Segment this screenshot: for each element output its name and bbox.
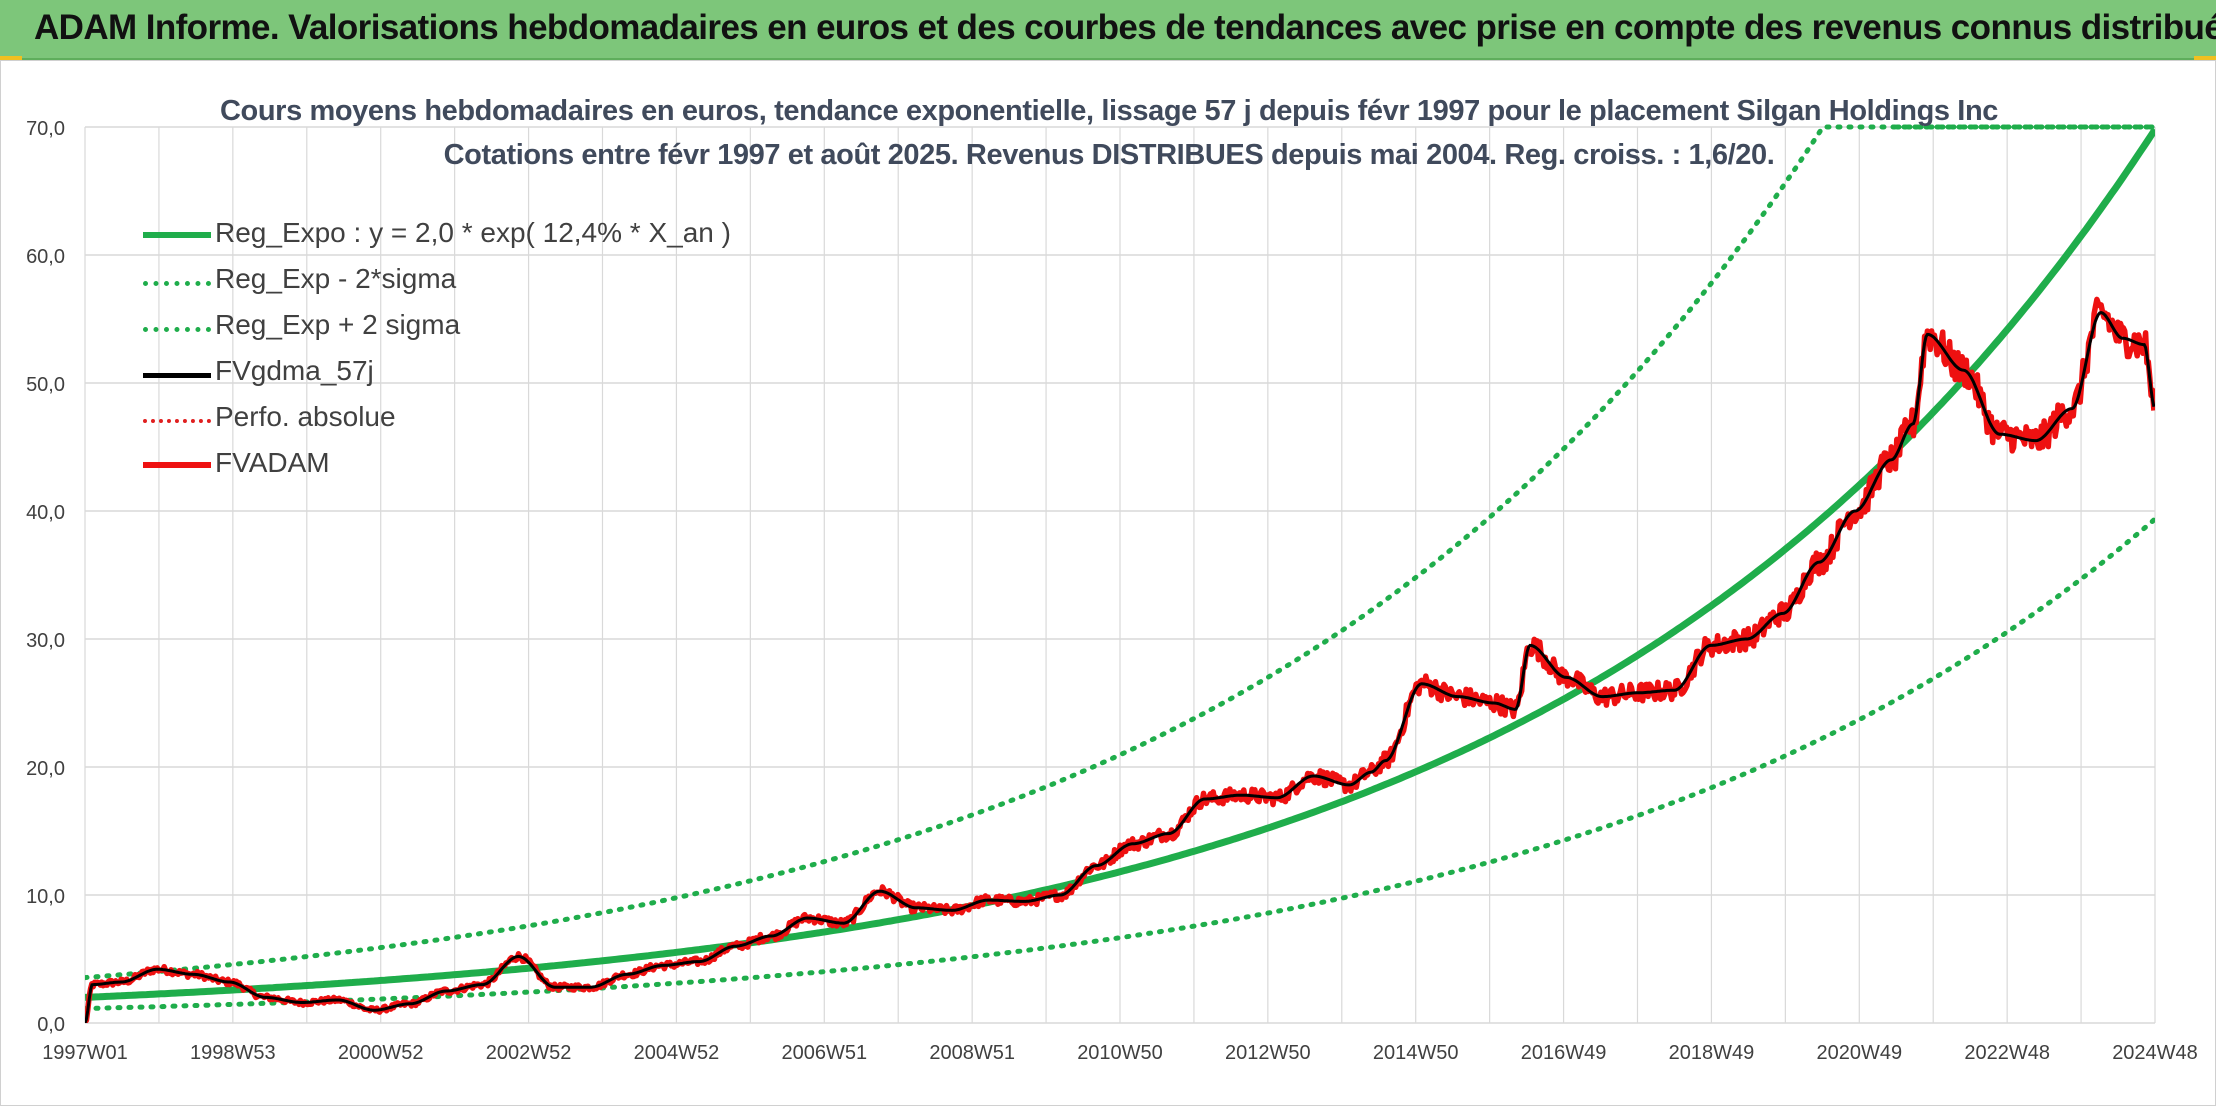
x-tick-label: 2014W50 xyxy=(1373,1042,1459,1064)
x-tick-label: 2006W51 xyxy=(781,1042,867,1064)
x-tick-label: 2022W48 xyxy=(1964,1042,2050,1064)
legend-swatch-fvadam xyxy=(143,462,211,468)
legend-label-plus-2-sigma: Reg_Exp + 2 sigma xyxy=(215,309,461,340)
y-tick-label: 0,0 xyxy=(37,1014,65,1036)
y-tick-label: 60,0 xyxy=(26,246,65,268)
legend-label-minus-2-sigma: Reg_Exp - 2*sigma xyxy=(215,263,457,294)
chart-subtitle: Cotations entre févr 1997 et août 2025. … xyxy=(443,139,1775,171)
legend-swatch-regression xyxy=(143,232,211,238)
x-tick-label: 2008W51 xyxy=(929,1042,1015,1064)
legend-swatch-minus-2-sigma xyxy=(143,281,211,286)
x-tick-label: 2004W52 xyxy=(634,1042,720,1064)
report-title: ADAM Informe. Valorisations hebdomadaire… xyxy=(34,8,2216,47)
series-group xyxy=(85,124,2155,1023)
chart-title: Cours moyens hebdomadaires en euros, ten… xyxy=(220,95,1998,127)
legend-swatch-perfo-absolue xyxy=(143,419,211,423)
y-tick-label: 30,0 xyxy=(26,630,65,652)
x-tick-label: 2020W49 xyxy=(1816,1042,1902,1064)
series-regression xyxy=(85,127,2155,1001)
y-tick-label: 20,0 xyxy=(26,758,65,780)
legend-label-perfo-absolue: Perfo. absolue xyxy=(215,401,396,432)
x-tick-label: 2000W52 xyxy=(338,1042,424,1064)
y-tick-label: 40,0 xyxy=(26,502,65,524)
x-tick-label: 2024W48 xyxy=(2112,1042,2198,1064)
x-tick-label: 2018W49 xyxy=(1669,1042,1755,1064)
x-tick-label: 2016W49 xyxy=(1521,1042,1607,1064)
series-fvgdma xyxy=(85,311,2155,1023)
x-tick-label: 1998W53 xyxy=(190,1042,276,1064)
legend-swatch-fvgdma xyxy=(143,373,211,378)
legend-label-fvgdma: FVgdma_57j xyxy=(215,355,374,386)
x-tick-label: 2010W50 xyxy=(1077,1042,1163,1064)
y-tick-label: 50,0 xyxy=(26,374,65,396)
y-tick-label: 10,0 xyxy=(26,886,65,908)
legend-label-fvadam: FVADAM xyxy=(215,447,330,478)
chart-plot: 0,0 10,0 20,0 30,0 40,0 50,0 60,0 70,0 1997W01 19… xyxy=(26,118,2198,1064)
x-tick-label: 1997W01 xyxy=(42,1042,128,1064)
legend-swatch-plus-2-sigma xyxy=(143,327,211,332)
report-banner: ADAM Informe. Valorisations hebdomadaire… xyxy=(0,0,2216,60)
x-tick-label: 2012W50 xyxy=(1225,1042,1311,1064)
legend-label-regression: Reg_Expo : y = 2,0 * exp( 12,4% * X_an ) xyxy=(215,217,731,248)
y-tick-label: 70,0 xyxy=(26,118,65,140)
x-tick-label: 2002W52 xyxy=(486,1042,572,1064)
chart-area: 0,0 10,0 20,0 30,0 40,0 50,0 60,0 70,0 1997W01 19… xyxy=(0,60,2216,1106)
